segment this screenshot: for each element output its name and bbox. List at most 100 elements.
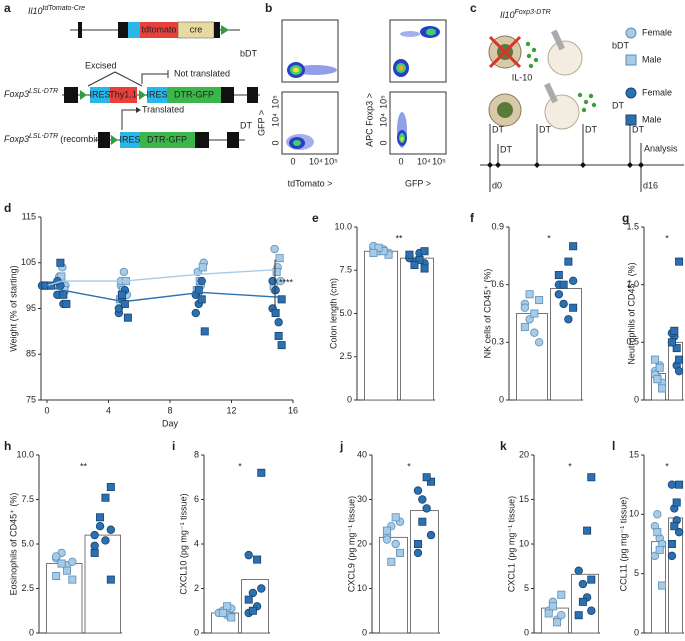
male-point (410, 261, 419, 270)
box-label: tdtomato (141, 24, 176, 34)
y-tick-label: 1.0 (626, 279, 639, 289)
female-point (276, 276, 285, 286)
male-point (530, 309, 539, 318)
female-point (667, 551, 677, 561)
legend-group: bDT (612, 40, 630, 50)
loxp (111, 135, 118, 145)
male-point (655, 545, 664, 554)
density (398, 65, 404, 71)
ires (120, 132, 140, 148)
arrowhead (136, 107, 141, 113)
y-tick-label: 0 (634, 627, 639, 637)
y-tick-label: 0 (378, 140, 388, 145)
male-point (569, 303, 578, 312)
y-tick-label: 0.5 (626, 337, 639, 347)
female-point (534, 338, 544, 347)
female-point (426, 530, 436, 540)
female-point (554, 290, 564, 299)
female-point (271, 286, 280, 295)
bar (364, 250, 398, 401)
exon (214, 22, 220, 38)
male-point (52, 572, 61, 581)
male-point (653, 375, 662, 384)
flow-density (286, 26, 440, 150)
y-tick-label: 10 (519, 538, 529, 548)
flow-frame (389, 19, 447, 83)
cytokine-label: IL-10 (512, 72, 533, 82)
x-axis-label: tdTomato > (288, 178, 333, 188)
female-point (674, 527, 684, 537)
exon (247, 87, 258, 103)
female-point (90, 530, 99, 540)
male-point (257, 468, 266, 477)
arrow (121, 109, 136, 130)
female-point (568, 276, 578, 286)
box-label: IRES (146, 89, 167, 99)
y-tick-label: 15 (629, 449, 639, 459)
probe (544, 82, 558, 104)
y-axis-label: Neutrophils of CD45⁺ (%) (626, 262, 636, 364)
female-point (68, 557, 77, 566)
box-label: Thy1.1 (109, 89, 137, 99)
panel-label: k (500, 439, 507, 453)
male-point (587, 473, 596, 482)
exon (98, 132, 110, 148)
x-tick-label: 16 (288, 405, 298, 415)
panel-label: g (622, 211, 629, 225)
y-tick-label: 0 (362, 627, 367, 637)
female-point (578, 579, 588, 589)
y-axis-label: CXCL1 (pg mg⁻¹ tissue) (506, 496, 516, 592)
female-point (95, 522, 105, 531)
male-point (200, 327, 209, 336)
male-point (672, 344, 681, 353)
male-point (658, 581, 667, 590)
male-point (420, 264, 429, 273)
female-point (520, 303, 530, 312)
male-point (413, 540, 422, 549)
x-tick-label: 0 (290, 156, 295, 166)
y-tick-label: 5.0 (339, 308, 352, 318)
exon (227, 132, 239, 148)
male-point (578, 597, 587, 606)
excised-label: Excised (85, 60, 117, 70)
legend-item: Male (642, 54, 662, 64)
series-line (46, 268, 278, 287)
arrow (141, 73, 168, 84)
male-point (194, 286, 203, 295)
male-point (197, 295, 206, 304)
ires (128, 22, 140, 38)
gene: Il10 (28, 6, 43, 16)
male-point (670, 326, 679, 335)
female-point (530, 328, 539, 337)
exon (221, 87, 234, 103)
thy-box (110, 87, 137, 103)
male-point (62, 566, 71, 575)
loxp (221, 25, 229, 35)
y-tick-label: 10⁵ (378, 95, 388, 109)
y-tick-label: 0 (29, 627, 34, 637)
male-point (96, 513, 105, 522)
male-point (396, 548, 405, 557)
male-point (106, 575, 115, 584)
panel-label: l (612, 439, 615, 453)
y-tick-label: 0 (499, 394, 504, 404)
significance: * (665, 233, 669, 243)
male-point (418, 517, 427, 526)
male-point (574, 611, 583, 620)
female-point (114, 304, 124, 313)
exon (64, 87, 78, 103)
male-point (56, 258, 65, 267)
construct-title: Foxp3LSL-DTR (4, 88, 58, 100)
significance: **** (279, 278, 294, 288)
day-label: d0 (492, 180, 502, 190)
y-tick-label: 0.9 (491, 221, 504, 231)
box-label: DTR-GFP (174, 89, 214, 99)
male-point (655, 363, 664, 372)
male-point (123, 313, 132, 322)
y-tick-label: 85 (26, 349, 36, 359)
male-point (559, 280, 568, 289)
female-point (248, 588, 258, 598)
translated-label: Translated (142, 104, 184, 114)
